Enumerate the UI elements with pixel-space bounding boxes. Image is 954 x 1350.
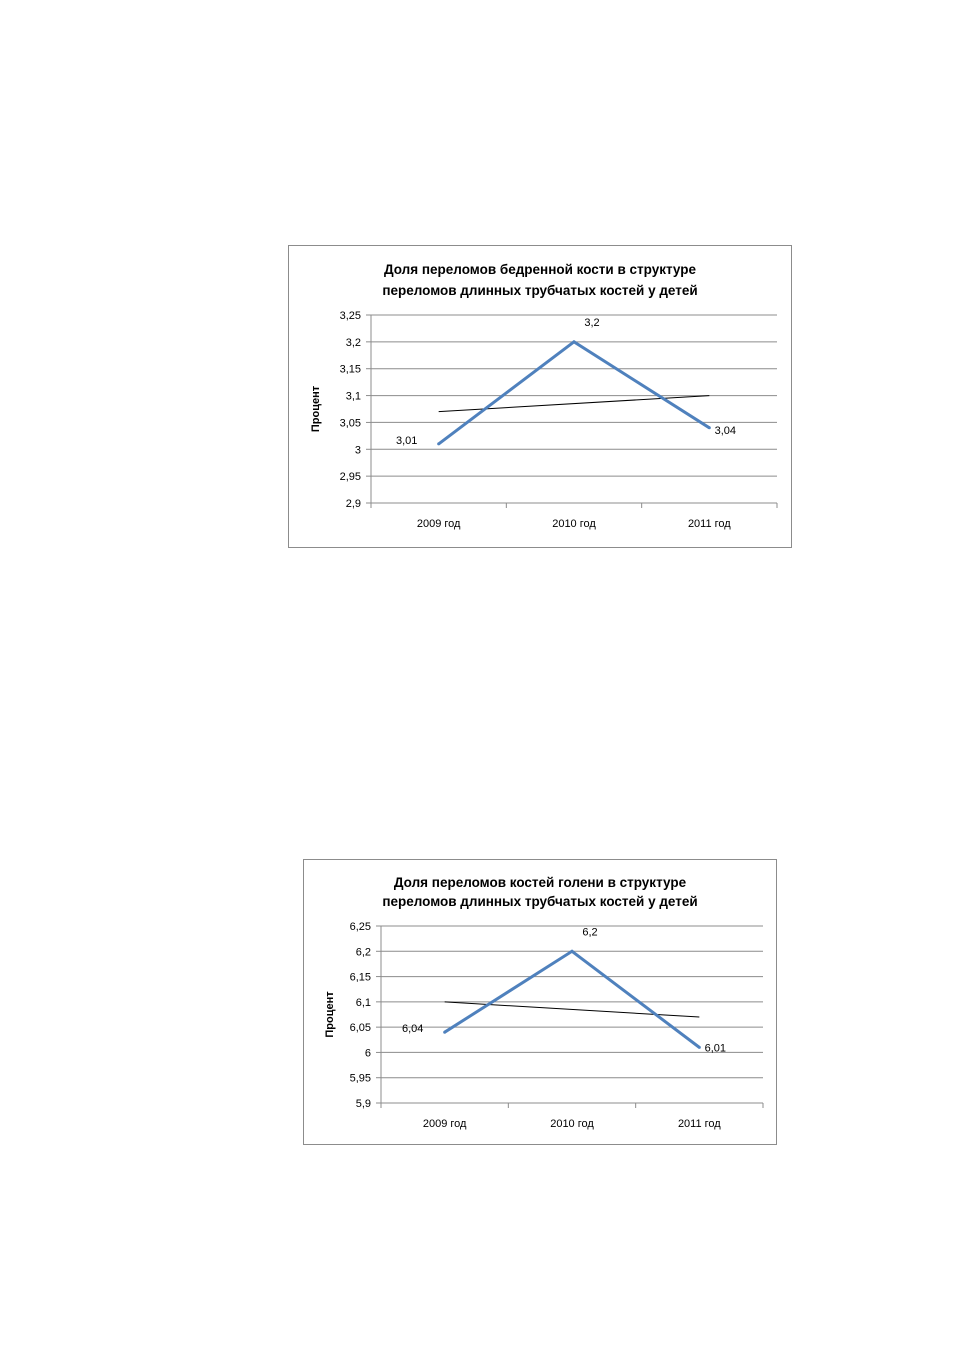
data-point <box>570 949 574 953</box>
data-label: 3,2 <box>584 317 599 329</box>
series-line <box>437 340 711 446</box>
chart-shin-canvas: Доля переломов костей голени в структуре… <box>324 875 764 1130</box>
data-point <box>707 426 711 430</box>
data-label: 6,2 <box>582 926 597 938</box>
y-tick-label: 3,25 <box>340 310 361 322</box>
y-tick-label: 6,2 <box>356 946 371 958</box>
chart-title-line: Доля переломов костей голени в структуре <box>394 875 687 890</box>
chart-femur-canvas: Доля переломов бедренной кости в структу… <box>310 262 778 530</box>
data-point <box>443 1030 447 1034</box>
y-tick-label: 6,1 <box>356 997 371 1009</box>
chart-title-line: переломов длинных трубчатых костей у дет… <box>382 894 697 909</box>
chart-title-line: переломов длинных трубчатых костей у дет… <box>382 283 697 298</box>
y-tick-label: 5,9 <box>356 1098 371 1110</box>
data-label: 3,04 <box>715 425 736 437</box>
y-tick-label: 3,2 <box>346 337 361 349</box>
x-tick-label: 2009 год <box>423 1118 467 1130</box>
x-tick-label: 2010 год <box>552 518 596 530</box>
data-label: 3,01 <box>396 435 417 447</box>
series-line <box>443 949 701 1049</box>
chart-femur-fractures: Доля переломов бедренной кости в структу… <box>288 245 792 548</box>
data-point <box>572 340 576 344</box>
y-tick-label: 5,95 <box>350 1073 371 1085</box>
y-tick-label: 3,05 <box>340 417 361 429</box>
x-tick-label: 2009 год <box>417 518 461 530</box>
y-axis-title: Процент <box>324 991 336 1038</box>
y-tick-label: 2,95 <box>340 471 361 483</box>
y-tick-label: 2,9 <box>346 498 361 510</box>
y-tick-label: 6,05 <box>350 1022 371 1034</box>
y-tick-label: 3 <box>355 444 361 456</box>
chart-title-line: Доля переломов бедренной кости в структу… <box>384 262 697 277</box>
data-point <box>437 442 441 446</box>
data-label: 6,04 <box>402 1023 423 1035</box>
data-label: 6,01 <box>705 1042 726 1054</box>
y-tick-label: 6 <box>365 1047 371 1059</box>
y-tick-label: 3,15 <box>340 364 361 376</box>
y-tick-label: 6,15 <box>350 972 371 984</box>
x-tick-label: 2011 год <box>678 1118 721 1130</box>
y-tick-label: 3,1 <box>346 391 361 403</box>
x-tick-label: 2010 год <box>550 1118 594 1130</box>
y-axis-title: Процент <box>310 385 322 432</box>
y-tick-label: 6,25 <box>350 921 371 933</box>
data-point <box>697 1045 701 1049</box>
x-tick-label: 2011 год <box>688 518 731 530</box>
chart-shin-fractures: Доля переломов костей голени в структуре… <box>303 859 777 1145</box>
